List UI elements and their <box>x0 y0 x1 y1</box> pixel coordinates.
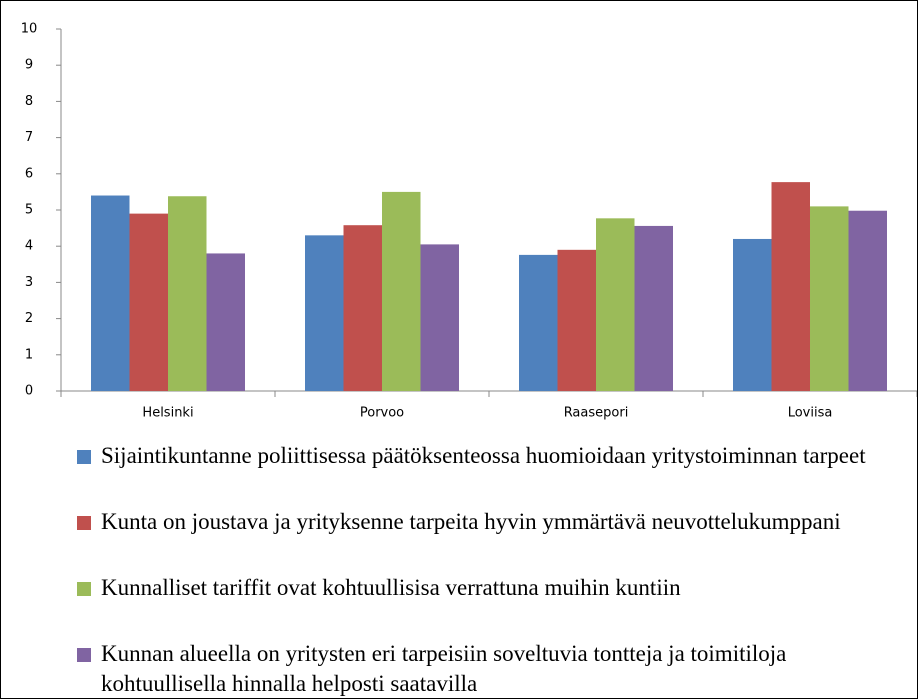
y-tick-label: 10 <box>21 22 38 37</box>
y-tick-label: 4 <box>25 239 33 254</box>
legend-label: Sijaintikuntanne poliittisessa päätöksen… <box>101 443 866 468</box>
legend-swatch <box>77 450 91 464</box>
legend-label: Kunnan alueella on yritysten eri tarpeis… <box>101 641 787 696</box>
legend-entry: Kunnan alueella on yritysten eri tarpeis… <box>77 639 877 698</box>
y-tick-label: 7 <box>25 130 33 145</box>
bar <box>206 253 245 391</box>
bar <box>129 213 168 391</box>
bar <box>733 238 772 391</box>
bar <box>305 235 344 391</box>
plot-area: 0 1 2 3 4 5 6 7 8 9 10 Helsinki Porvoo Raasepori Lovii… <box>21 22 917 421</box>
bar <box>848 210 887 391</box>
bar <box>557 249 596 391</box>
y-tick-label: 9 <box>25 58 33 73</box>
legend-entry: Kunta on joustava ja yrityksenne tarpeit… <box>77 507 877 573</box>
x-tick-label: Loviisa <box>788 406 833 421</box>
bar <box>343 225 382 391</box>
bar <box>810 206 849 391</box>
bar <box>519 254 558 391</box>
legend-label: Kunta on joustava ja yrityksenne tarpeit… <box>101 509 841 534</box>
bar <box>420 244 459 391</box>
legend-entry: Sijaintikuntanne poliittisessa päätöksen… <box>77 441 877 507</box>
y-tick-label: 6 <box>25 166 33 181</box>
legend-label: Kunnalliset tariffit ovat kohtuullisisa … <box>101 575 681 600</box>
y-tick-label: 0 <box>25 384 33 399</box>
bar <box>771 182 810 391</box>
legend-entry: Kunnalliset tariffit ovat kohtuullisisa … <box>77 573 877 639</box>
y-tick-label: 5 <box>25 203 33 218</box>
y-tick-label: 1 <box>25 347 33 362</box>
legend-swatch <box>77 516 91 530</box>
bar <box>634 225 673 391</box>
bar <box>596 218 635 391</box>
y-tick-label: 3 <box>25 275 33 290</box>
legend-swatch <box>77 582 91 596</box>
x-tick-label: Helsinki <box>142 406 193 421</box>
bar <box>91 195 130 391</box>
y-tick-label: 2 <box>25 311 33 326</box>
x-tick-label: Porvoo <box>360 406 404 421</box>
legend: Sijaintikuntanne poliittisessa päätöksen… <box>77 441 877 698</box>
x-tick-label: Raasepori <box>564 406 629 421</box>
y-tick-label: 8 <box>25 94 33 109</box>
legend-swatch <box>77 648 91 662</box>
bar <box>382 191 421 391</box>
bar <box>168 196 207 391</box>
